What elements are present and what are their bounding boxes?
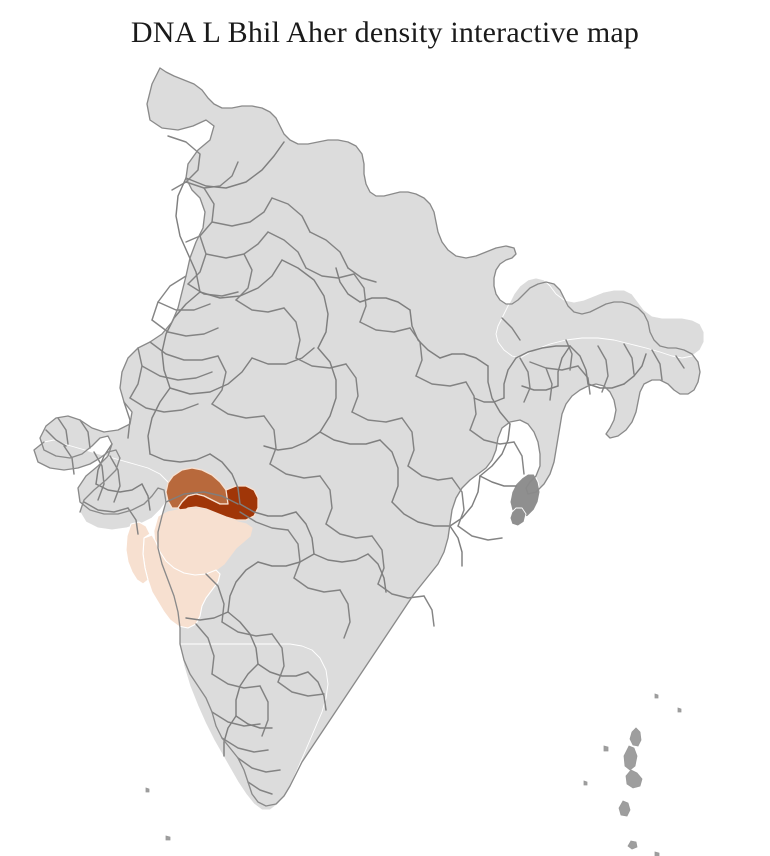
north-andaman[interactable] [629,727,642,747]
map-canvas[interactable] [0,46,770,856]
district-low-density[interactable] [142,534,221,629]
andaman-islet-c[interactable] [677,707,682,713]
coastline-layer [33,67,701,807]
district-dhule[interactable] [177,485,259,521]
andaman-islet-d[interactable] [654,693,659,699]
india-mainland-base[interactable] [39,67,701,807]
islet-west-b[interactable] [165,835,171,841]
district-low-density-coastal[interactable] [125,521,151,585]
land-layer [33,67,705,856]
india-district-map[interactable] [0,46,770,856]
nicobar-islet-a[interactable] [654,851,660,856]
andaman-islet-b[interactable] [603,745,609,752]
middle-andaman[interactable] [623,745,638,771]
andaman-nicobar-islands[interactable] [583,693,682,856]
andaman-islet-e[interactable] [583,780,588,786]
district-boundaries-layer [45,135,685,795]
southern-peninsula[interactable] [179,643,329,811]
sundarbans-islet-a[interactable] [509,507,527,527]
south-andaman[interactable] [625,769,643,789]
islet-west-a[interactable] [145,787,150,793]
car-nicobar[interactable] [627,840,638,850]
page-title: DNA L Bhil Aher density interactive map [130,16,640,49]
little-andaman[interactable] [618,800,631,817]
west-coast-islets[interactable] [145,787,171,841]
state-boundaries-layer [95,141,647,757]
